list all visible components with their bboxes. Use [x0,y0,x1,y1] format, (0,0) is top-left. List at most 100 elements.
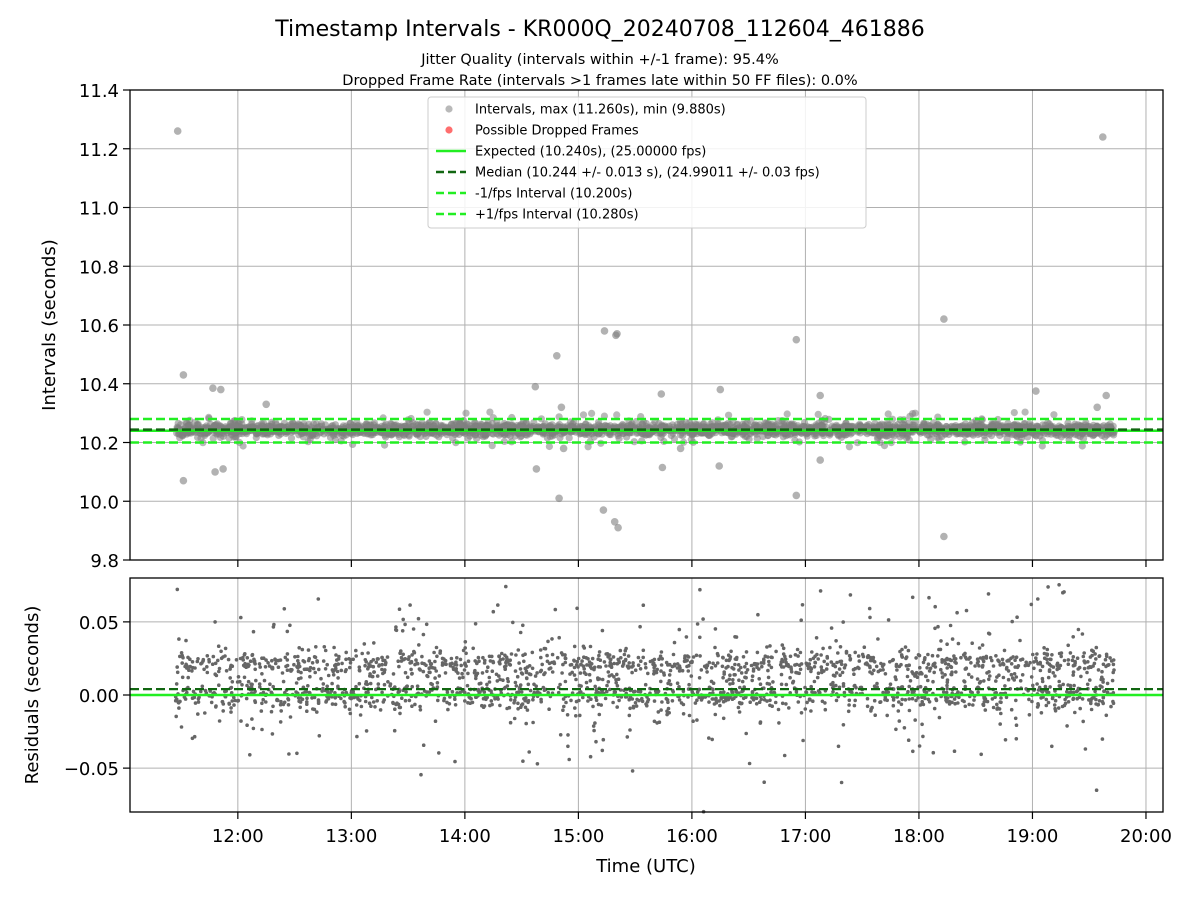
residual-point [659,708,663,712]
residual-point [180,651,184,655]
residual-point [1079,675,1083,679]
residual-point [919,685,923,689]
residual-point [615,673,619,677]
residual-point [416,684,420,688]
residual-point [1059,684,1063,688]
residual-point [701,617,705,621]
residual-point [580,659,584,663]
residual-point [982,660,986,664]
residual-point [425,623,429,627]
residual-point [544,647,548,651]
residual-point [546,640,550,644]
residual-point [953,660,957,664]
residual-point [1042,646,1046,650]
interval-outlier-point [940,533,948,541]
residual-point [397,703,401,707]
x-tick-label: 19:00 [1007,826,1059,847]
residual-point [765,645,769,649]
residual-point [903,726,907,730]
residual-point [907,697,911,701]
residual-point [644,683,648,687]
residual-point [678,698,682,702]
residual-point [1072,655,1076,659]
interval-outlier-point [262,401,270,409]
residual-point [604,652,608,656]
interval-point [725,412,732,419]
residual-point [639,667,643,671]
residual-point [354,649,358,653]
residual-point [593,685,597,689]
residual-point [940,658,944,662]
residual-point [572,659,576,663]
residual-point [668,679,672,683]
residual-point [325,685,329,689]
residual-point [436,699,440,703]
residual-point [745,662,749,666]
residual-point [480,704,484,708]
residual-point [714,697,718,701]
residual-point [610,665,614,669]
residual-point [729,650,733,654]
residual-point [1076,689,1080,693]
interval-outlier-point [180,477,188,485]
residual-point [931,654,935,658]
residual-point [496,679,500,683]
residual-point [187,668,191,672]
residual-point [448,702,452,706]
residual-point [724,699,728,703]
residual-point [188,665,192,669]
residual-point [825,655,829,659]
residual-point [950,673,954,677]
residual-point [1067,658,1071,662]
residual-point [191,660,195,664]
residual-point [810,650,814,654]
interval-point [1022,409,1029,416]
residual-point [422,670,426,674]
residual-point [820,671,824,675]
residual-point [743,665,747,669]
residual-point [521,624,525,628]
residual-point [959,656,963,660]
residual-point [186,676,190,680]
residual-point [460,672,464,676]
chart-subtitle-dropped: Dropped Frame Rate (intervals >1 frames … [342,73,857,89]
residual-point [181,655,185,659]
residual-point [774,701,778,705]
residual-point [635,698,639,702]
residual-point [895,668,899,672]
residual-point [992,664,996,668]
residual-point [503,667,507,671]
residual-point [360,652,364,656]
residual-point [599,703,603,707]
residual-point [243,652,247,656]
residual-point [299,671,303,675]
residual-point [245,697,249,701]
residual-point [1017,664,1021,668]
residual-point [295,665,299,669]
residual-point [612,655,616,659]
residual-point [404,690,408,694]
residual-point [936,654,940,658]
residual-point [682,712,686,716]
residual-point [750,679,754,683]
residual-point [566,733,570,737]
residual-point [642,603,646,607]
residual-point [887,618,891,622]
residual-point [539,656,543,660]
residual-point [1066,644,1070,648]
residual-point [1084,747,1088,751]
residual-point [1106,682,1110,686]
residual-point [224,647,228,651]
residual-point [570,671,574,675]
residual-point [425,690,429,694]
residual-point [277,659,281,663]
interval-outlier-point [1093,404,1101,412]
residual-point [906,668,910,672]
residual-point [698,688,702,692]
residual-point [1001,658,1005,662]
residual-point [284,656,288,660]
residual-point [250,717,254,721]
residual-point [945,684,949,688]
residual-point [659,680,663,684]
residual-point [485,670,489,674]
